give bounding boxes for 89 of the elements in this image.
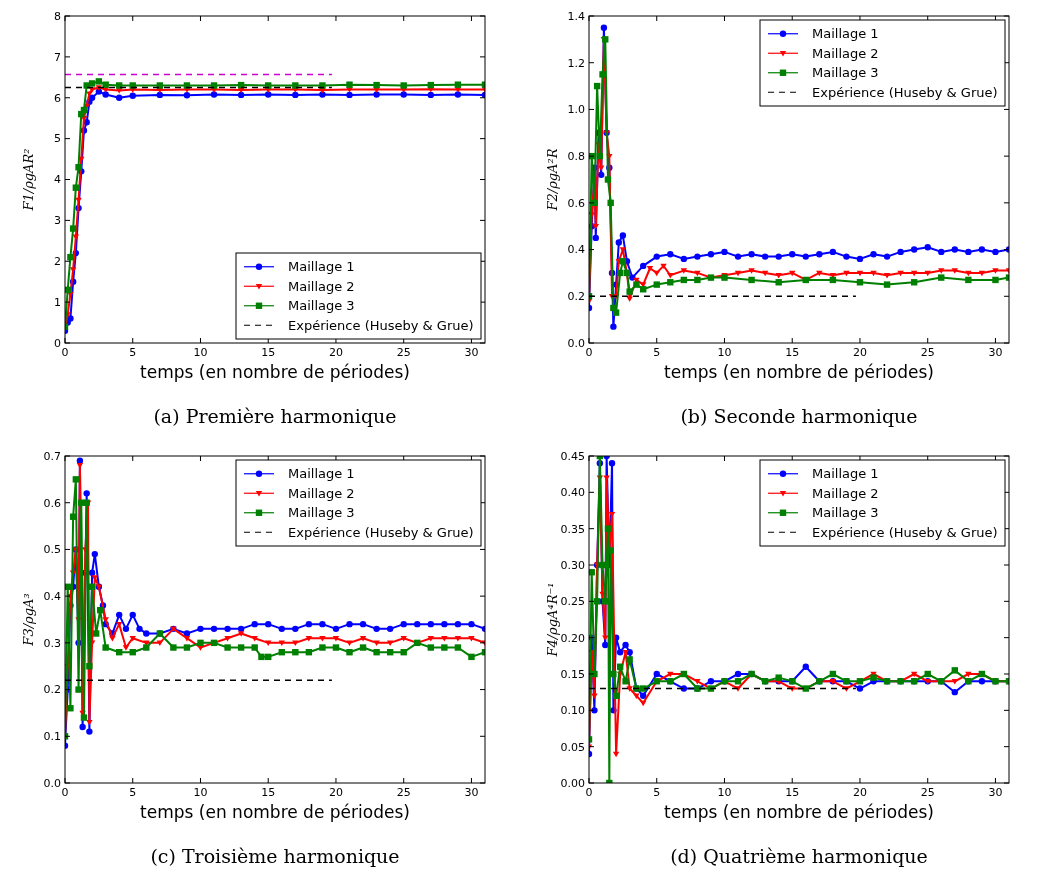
y-tick-label: 0.1 <box>43 730 61 744</box>
x-tick-label: 15 <box>785 786 800 799</box>
y-tick-label: 0.2 <box>567 290 585 304</box>
x-tick-label: 25 <box>396 346 411 359</box>
legend-label: Maillage 1 <box>288 259 355 275</box>
x-tick-label: 30 <box>464 786 479 799</box>
x-tick-label: 20 <box>852 786 867 799</box>
y-tick-label: 0.6 <box>567 196 585 210</box>
legend-label: Expérience (Huseby & Grue) <box>812 524 998 540</box>
text: (d) Quatrième harmonique <box>670 845 928 867</box>
y-tick-label: 8 <box>54 9 61 23</box>
y-tick-label: 0.0 <box>43 776 61 790</box>
x-tick-label: 0 <box>585 346 593 359</box>
y-tick-label: 0.5 <box>43 543 61 557</box>
x-tick-label: 30 <box>988 786 1003 799</box>
y-tick-label: 0.05 <box>560 740 585 754</box>
y-tick-label: 0.7 <box>43 449 61 463</box>
y-tick-label: 0.10 <box>560 704 585 718</box>
x-tick-label: 5 <box>129 346 137 359</box>
y-tick-label: 0.8 <box>567 149 585 163</box>
legend-label: Maillage 2 <box>812 45 879 61</box>
y-tick-label: 4 <box>54 173 61 187</box>
y-tick-label: 0.20 <box>560 631 585 645</box>
y-tick-label: 1.0 <box>567 103 585 117</box>
legend-label: Maillage 3 <box>812 65 879 81</box>
legend-label: Maillage 1 <box>288 466 355 482</box>
x-tick-label: 30 <box>988 346 1003 359</box>
x-tick-label: 10 <box>193 346 208 359</box>
legend-label: Maillage 2 <box>288 278 355 294</box>
y-tick-label: 1 <box>54 295 61 309</box>
text: (b) Seconde harmonique <box>680 405 918 427</box>
legend-label: Maillage 3 <box>288 298 355 314</box>
y-tick-label: 0.00 <box>560 776 585 790</box>
y-tick-label: 0.4 <box>567 243 585 257</box>
x-tick-label: 15 <box>261 786 276 799</box>
x-tick-label: 25 <box>396 786 411 799</box>
x-tick-label: 20 <box>328 346 343 359</box>
y-tick-label: 0.4 <box>43 589 61 603</box>
text: (c) Troisième harmonique <box>150 845 400 867</box>
legend-label: Expérience (Huseby & Grue) <box>288 524 474 540</box>
x-tick-label: 5 <box>653 346 661 359</box>
x-tick-label: 5 <box>129 786 137 799</box>
y-tick-label: 0.2 <box>43 683 61 697</box>
x-tick-label: 10 <box>717 786 732 799</box>
legend-label: Expérience (Huseby & Grue) <box>288 317 474 333</box>
x-axis-title: temps (en nombre de périodes) <box>664 802 934 822</box>
x-tick-label: 10 <box>193 786 208 799</box>
y-tick-label: 0.35 <box>560 522 585 536</box>
legend-label: Maillage 2 <box>812 485 879 501</box>
y-tick-label: 0.0 <box>567 336 585 350</box>
x-tick-label: 10 <box>717 346 732 359</box>
y-tick-label: 7 <box>54 50 61 64</box>
x-tick-label: 25 <box>920 346 935 359</box>
y-tick-label: 0.15 <box>560 667 585 681</box>
legend-label: Maillage 1 <box>812 466 879 482</box>
y-tick-label: 3 <box>54 214 61 228</box>
y-tick-label: 2 <box>54 255 61 269</box>
legend-label: Maillage 1 <box>812 26 879 42</box>
legend-label: Maillage 3 <box>812 505 879 521</box>
x-axis-title: temps (en nombre de périodes) <box>140 362 410 382</box>
x-axis-title: temps (en nombre de périodes) <box>664 362 934 382</box>
y-axis-title: F1/ρgAR² <box>21 148 36 212</box>
x-axis-title: temps (en nombre de périodes) <box>140 802 410 822</box>
y-tick-label: 0.3 <box>43 636 61 650</box>
y-tick-label: 0.6 <box>43 496 61 510</box>
x-tick-label: 25 <box>920 786 935 799</box>
y-tick-label: 0.30 <box>560 558 585 572</box>
x-tick-label: 5 <box>653 786 661 799</box>
x-tick-label: 15 <box>785 346 800 359</box>
legend-label: Expérience (Huseby & Grue) <box>812 84 998 100</box>
y-axis-title: F3/ρgA³ <box>21 593 36 647</box>
x-tick-label: 20 <box>328 786 343 799</box>
legend-label: Maillage 2 <box>288 485 355 501</box>
y-tick-label: 0.40 <box>560 486 585 500</box>
x-tick-label: 0 <box>585 786 593 799</box>
legend-label: Maillage 3 <box>288 505 355 521</box>
y-tick-label: 1.2 <box>567 56 585 70</box>
y-axis-title: F4/ρgA⁴R⁻¹ <box>545 582 560 658</box>
y-axis-title: F2/ρgA²R <box>545 148 560 212</box>
y-tick-label: 5 <box>54 132 61 146</box>
y-tick-label: 0.45 <box>560 449 585 463</box>
y-tick-label: 6 <box>54 91 61 105</box>
y-tick-label: 0 <box>54 336 61 350</box>
x-tick-label: 20 <box>852 346 867 359</box>
text: (a) Première harmonique <box>153 405 397 427</box>
y-tick-label: 1.4 <box>567 9 585 23</box>
y-tick-label: 0.25 <box>560 595 585 609</box>
x-tick-label: 15 <box>261 346 276 359</box>
x-tick-label: 30 <box>464 346 479 359</box>
